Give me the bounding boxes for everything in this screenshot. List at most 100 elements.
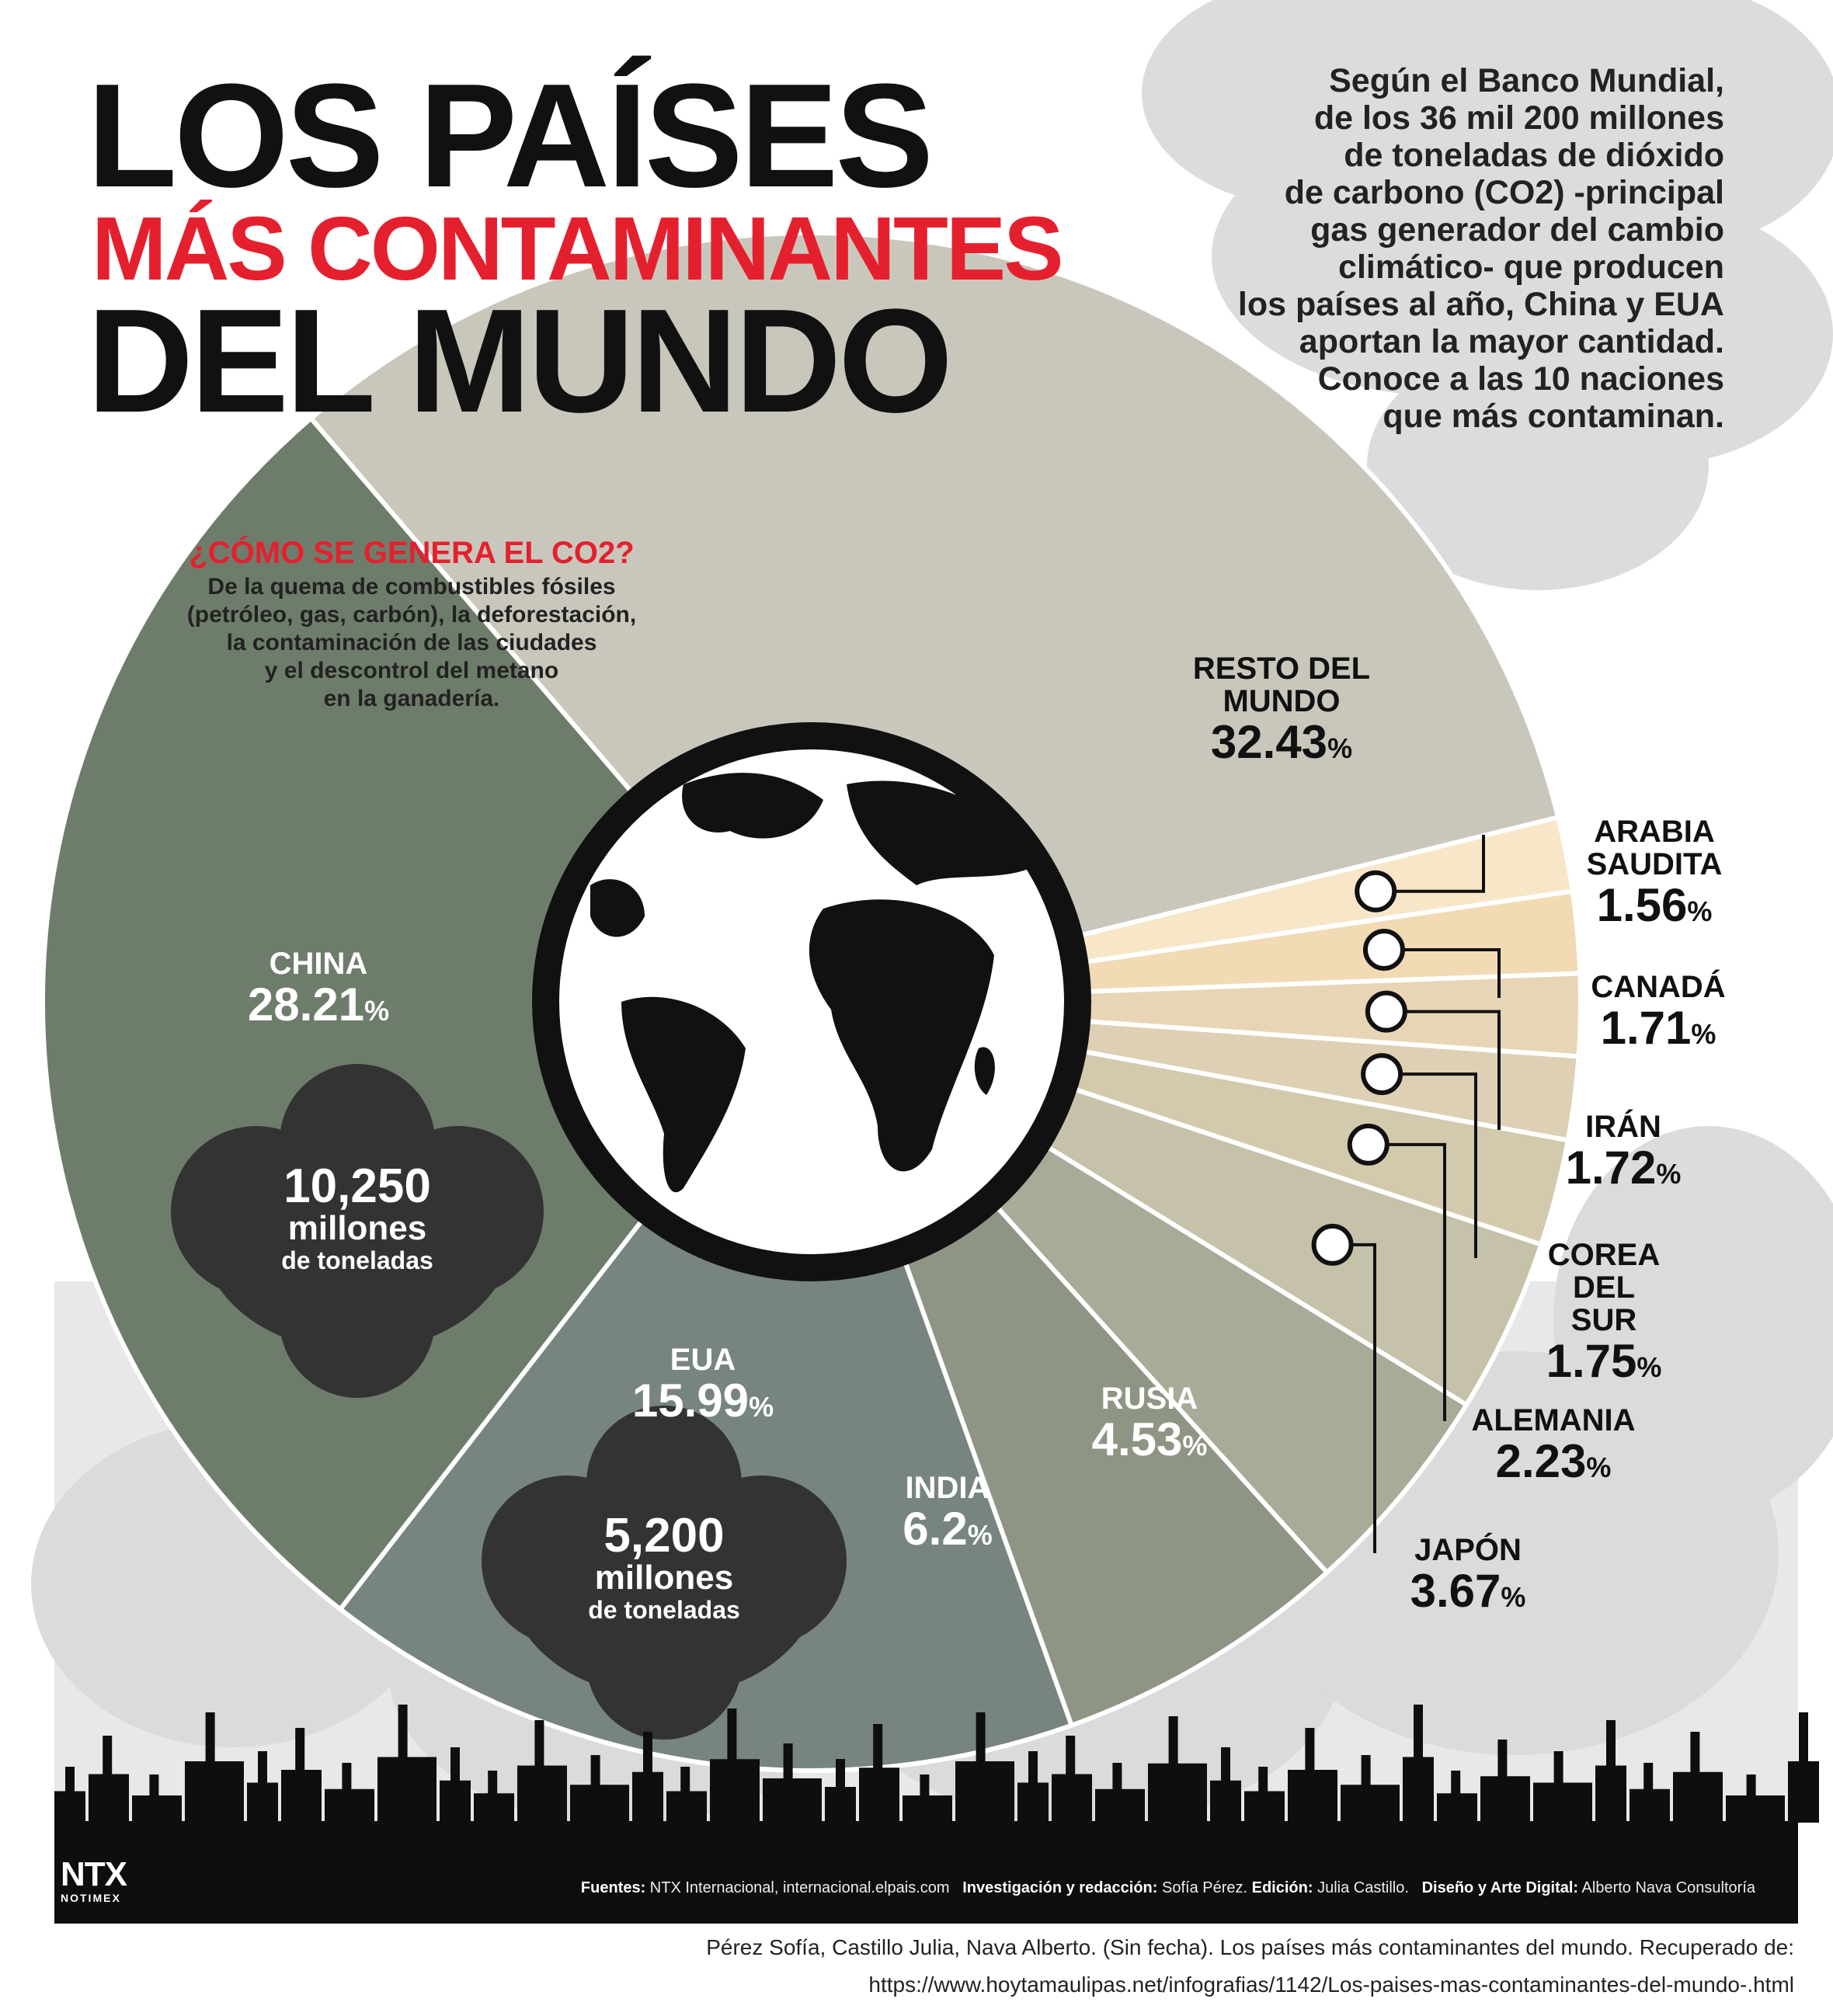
label-name: COREA DEL SUR: [1547, 1238, 1661, 1337]
intro-line: de carbono (CO2) -principal: [1284, 174, 1724, 211]
leader-line: [1382, 1072, 1477, 1258]
label-japon: JAPÓN 3.67%: [1383, 1534, 1553, 1615]
label-arabia: ARABIA SAUDITA 1.56%: [1553, 815, 1755, 930]
intro-line: gas generador del cambio: [1310, 211, 1724, 249]
china-tonnage: 10,250 millones de toneladas: [233, 1161, 482, 1275]
how-line: (petróleo, gas, carbón), la deforestació…: [186, 602, 637, 627]
leader-line: [1376, 835, 1485, 893]
eua-tonnage-blob: [482, 1406, 847, 1740]
label-value: 2.23%: [1495, 1435, 1612, 1487]
label-name: CANADÁ: [1591, 970, 1726, 1004]
label-value: 4.53%: [1091, 1413, 1208, 1465]
label-value: 3.67%: [1410, 1565, 1526, 1617]
leader-line: [1386, 1010, 1501, 1130]
label-iran: IRÁN 1.72%: [1538, 1111, 1709, 1192]
factory-chimney: [1690, 1732, 1700, 1821]
china-tonnage-blob: [171, 1064, 544, 1398]
smoke-cloud-top: [1142, 0, 1833, 590]
label-india: INDIA 6.2%: [862, 1472, 1033, 1553]
factory-chimney: [1451, 1771, 1461, 1821]
footer-strip: [54, 1821, 1798, 1924]
label-name: CHINA: [269, 947, 368, 981]
factory-chimney: [1028, 1751, 1038, 1821]
label-value: 32.43%: [1210, 716, 1353, 768]
how-title: ¿CÓMO SE GENERA EL CO2?: [189, 536, 635, 570]
eua-tonnage-detail: de toneladas: [588, 1596, 740, 1625]
intro-line: de toneladas de dióxido: [1344, 137, 1724, 174]
label-name: IRÁN: [1585, 1110, 1661, 1144]
eua-tonnage-unit: millones: [594, 1559, 734, 1597]
how-line: De la quema de combustibles fósiles: [207, 574, 616, 600]
factory-chimney: [534, 1720, 544, 1821]
intro-line: aportan la mayor cantidad.: [1299, 323, 1724, 360]
factory-chimney: [727, 1708, 737, 1821]
label-name: ALEMANIA: [1471, 1403, 1636, 1437]
how-line: la contaminación de las ciudades: [226, 630, 597, 655]
factory-chimney: [873, 1724, 883, 1821]
factory-chimney: [976, 1712, 986, 1821]
factory-chimney: [258, 1751, 267, 1821]
factory-chimney: [1305, 1728, 1315, 1821]
globe-icon: [532, 722, 1091, 1281]
citation-line2: https://www.hoytamaulipas.net/infografia…: [868, 1973, 1794, 1997]
citation-line1: Pérez Sofía, Castillo Julia, Nava Albert…: [706, 1935, 1794, 1959]
china-tonnage-value: 10,250: [283, 1159, 431, 1213]
label-rusia: RUSIA 4.53%: [1064, 1382, 1235, 1464]
factory-chimney: [488, 1771, 498, 1821]
factory-chimney: [1414, 1705, 1423, 1821]
leader-line: [1383, 948, 1501, 998]
factory-chimney: [398, 1705, 408, 1821]
factory-chimney: [1168, 1716, 1178, 1821]
title-line2: MÁS CONTAMINANTES: [92, 198, 1064, 299]
factory-chimney: [103, 1736, 113, 1821]
factory-chimney: [65, 1767, 75, 1821]
label-name: EUA: [670, 1343, 736, 1377]
pie-slice-china: [40, 415, 815, 1613]
factory-chimney: [450, 1747, 460, 1821]
intro-line: Según el Banco Mundial,: [1329, 62, 1724, 99]
factory-chimney: [1112, 1763, 1122, 1821]
leader-marker: [1347, 1123, 1390, 1166]
label-china: CHINA 28.21%: [202, 947, 435, 1029]
factory-chimney: [783, 1743, 793, 1821]
label-name: RESTO DEL MUNDO: [1192, 652, 1371, 718]
label-value: 1.75%: [1546, 1335, 1662, 1387]
label-resto: RESTO DEL MUNDO 32.43%: [1134, 652, 1429, 766]
factory-chimney: [1258, 1767, 1268, 1821]
factory-chimney: [1066, 1736, 1076, 1821]
label-canada: CANADÁ 1.71%: [1569, 971, 1748, 1052]
how-line: y el descontrol del metano: [264, 658, 559, 683]
leader-marker: [1311, 1223, 1354, 1266]
label-value: 1.72%: [1565, 1142, 1682, 1194]
label-corea: COREA DEL SUR 1.75%: [1515, 1239, 1693, 1385]
factory-chimney: [1221, 1747, 1230, 1821]
label-eua: EUA 15.99%: [598, 1343, 808, 1425]
eua-tonnage: 5,200 millones de toneladas: [540, 1510, 788, 1625]
factory-chimney: [1497, 1740, 1508, 1821]
factory-chimney: [1553, 1751, 1563, 1821]
factory-chimney: [680, 1767, 690, 1821]
factory-chimney: [1643, 1763, 1654, 1821]
china-tonnage-detail: de toneladas: [281, 1246, 433, 1275]
leader-marker: [1361, 1053, 1403, 1096]
factory-chimney: [149, 1774, 159, 1821]
title-line1: LOS PAÍSES: [87, 54, 934, 218]
label-alemania: ALEMANIA 2.23%: [1452, 1404, 1654, 1486]
intro-line: los países al año, China y EUA: [1237, 286, 1724, 323]
title-line3: DEL MUNDO: [87, 279, 953, 443]
label-name: ARABIA SAUDITA: [1586, 815, 1723, 881]
credits: Fuentes: NTX Internacional, internaciona…: [580, 1879, 1755, 1896]
label-name: JAPÓN: [1414, 1533, 1522, 1567]
intro-line: de los 36 mil 200 millones: [1313, 99, 1724, 137]
label-value: 28.21%: [247, 978, 390, 1031]
label-value: 1.71%: [1600, 1002, 1716, 1054]
factory-chimney: [590, 1755, 600, 1821]
intro-line: climático- que producen: [1338, 249, 1724, 286]
factory-chimney: [1361, 1755, 1371, 1821]
intro-text: Según el Banco Mundial, de los 36 mil 20…: [1181, 62, 1724, 435]
leader-line: [1368, 1142, 1446, 1421]
intro-line: Conoce a las 10 naciones: [1317, 360, 1724, 398]
ntx-logo: NTX NOTIMEX: [61, 1855, 127, 1905]
factory-skyline: [54, 1705, 1819, 1823]
